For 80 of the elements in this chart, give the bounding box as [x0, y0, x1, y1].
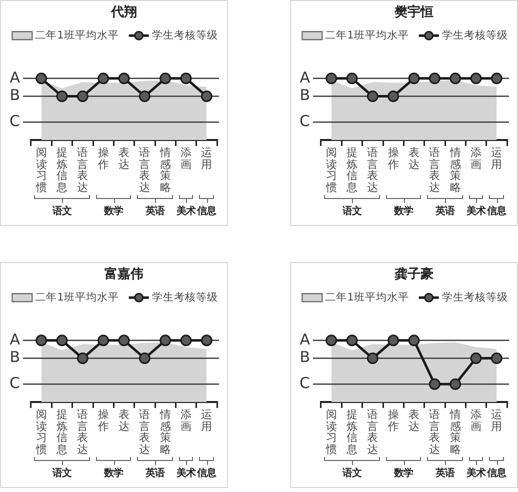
x-tick-label: 阅读习惯 — [35, 408, 48, 456]
chart-title: 富嘉伟 — [104, 266, 144, 282]
text: 语文 — [342, 467, 362, 480]
text: 英语 — [146, 205, 164, 218]
text: 信息 — [487, 467, 506, 480]
ref-line-label: A — [10, 330, 21, 348]
x-tick-label: 语言表达 — [76, 408, 89, 456]
x-tick-label: 语言表达 — [366, 408, 379, 456]
x-tick-label: 表达 — [408, 146, 420, 170]
legend-label: 学生考核等级 — [442, 28, 508, 42]
ref-line-label: A — [300, 68, 311, 86]
x-tick-label: 添画 — [470, 146, 482, 170]
ref-line-label: A — [10, 68, 21, 86]
chart-title: 樊宇恒 — [394, 4, 434, 20]
legend-label: 二年1班平均水平 — [325, 28, 409, 42]
x-tick-label: 操作 — [97, 146, 110, 170]
text: 数学 — [394, 467, 414, 480]
ref-line-label: C — [300, 112, 310, 130]
text: 英语 — [436, 467, 454, 480]
x-tick-label: 运用 — [490, 408, 503, 432]
x-tick-label: 语言表达 — [76, 146, 89, 194]
legend-label: 二年1班平均水平 — [35, 290, 119, 304]
x-tick-label: 语言表达 — [428, 408, 441, 456]
text: 语文 — [342, 205, 362, 218]
x-tick-label: 运用 — [200, 146, 213, 170]
x-tick-label: 添画 — [470, 408, 482, 432]
text: 信息 — [197, 205, 216, 218]
text: 信息 — [487, 205, 506, 218]
x-tick-label: 操作 — [387, 146, 400, 170]
x-tick-label: 运用 — [200, 408, 213, 432]
ref-line-label: C — [300, 374, 310, 392]
x-tick-label: 操作 — [97, 408, 110, 432]
text: 美术 — [466, 467, 486, 480]
x-tick-label: 情感策略 — [159, 146, 172, 194]
x-tick-label: 添画 — [180, 146, 192, 170]
x-tick-label: 语言表达 — [366, 146, 379, 194]
x-tick-label: 添画 — [180, 408, 192, 432]
x-tick-label: 表达 — [408, 408, 420, 432]
x-tick-label: 提炼信息 — [56, 408, 68, 456]
x-tick-label: 运用 — [490, 146, 503, 170]
text: 数学 — [104, 205, 124, 218]
text: 信息 — [197, 467, 216, 480]
x-tick-label: 提炼信息 — [346, 408, 358, 456]
ref-line-label: A — [300, 330, 311, 348]
x-tick-label: 提炼信息 — [56, 146, 68, 194]
x-tick-label: 情感策略 — [449, 146, 462, 194]
ref-line-label: C — [10, 112, 20, 130]
x-tick-label: 阅读习惯 — [325, 146, 338, 194]
ref-line-label: C — [10, 374, 20, 392]
chart-title: 龚子豪 — [394, 266, 434, 282]
x-tick-label: 表达 — [118, 146, 130, 170]
x-tick-label: 表达 — [118, 408, 130, 432]
ref-line-label: B — [10, 348, 20, 366]
x-tick-label: 操作 — [387, 408, 400, 432]
legend-label: 学生考核等级 — [152, 290, 218, 304]
text: 语文 — [52, 205, 72, 218]
text: 数学 — [394, 205, 414, 218]
text: 美术 — [176, 205, 196, 218]
chart-title: 代翔 — [110, 4, 137, 20]
text: 英语 — [146, 467, 164, 480]
text: 数学 — [104, 467, 124, 480]
legend-label: 二年1班平均水平 — [35, 28, 119, 42]
x-tick-label: 阅读习惯 — [35, 146, 48, 194]
ref-line-label: B — [10, 86, 20, 104]
legend-label: 学生考核等级 — [152, 28, 218, 42]
ref-line-label: B — [300, 86, 310, 104]
text: 语文 — [52, 467, 72, 480]
legend-label: 学生考核等级 — [442, 290, 508, 304]
text: 美术 — [176, 467, 196, 480]
x-tick-label: 提炼信息 — [346, 146, 358, 194]
x-tick-label: 阅读习惯 — [325, 408, 338, 456]
x-tick-label: 情感策略 — [159, 408, 172, 456]
ref-line-label: B — [300, 348, 310, 366]
x-tick-label: 语言表达 — [428, 146, 441, 194]
text: 英语 — [436, 205, 454, 218]
x-tick-label: 语言表达 — [138, 146, 151, 194]
text: 美术 — [466, 205, 486, 218]
x-tick-label: 情感策略 — [449, 408, 462, 456]
x-tick-label: 语言表达 — [138, 408, 151, 456]
legend-label: 二年1班平均水平 — [325, 290, 409, 304]
